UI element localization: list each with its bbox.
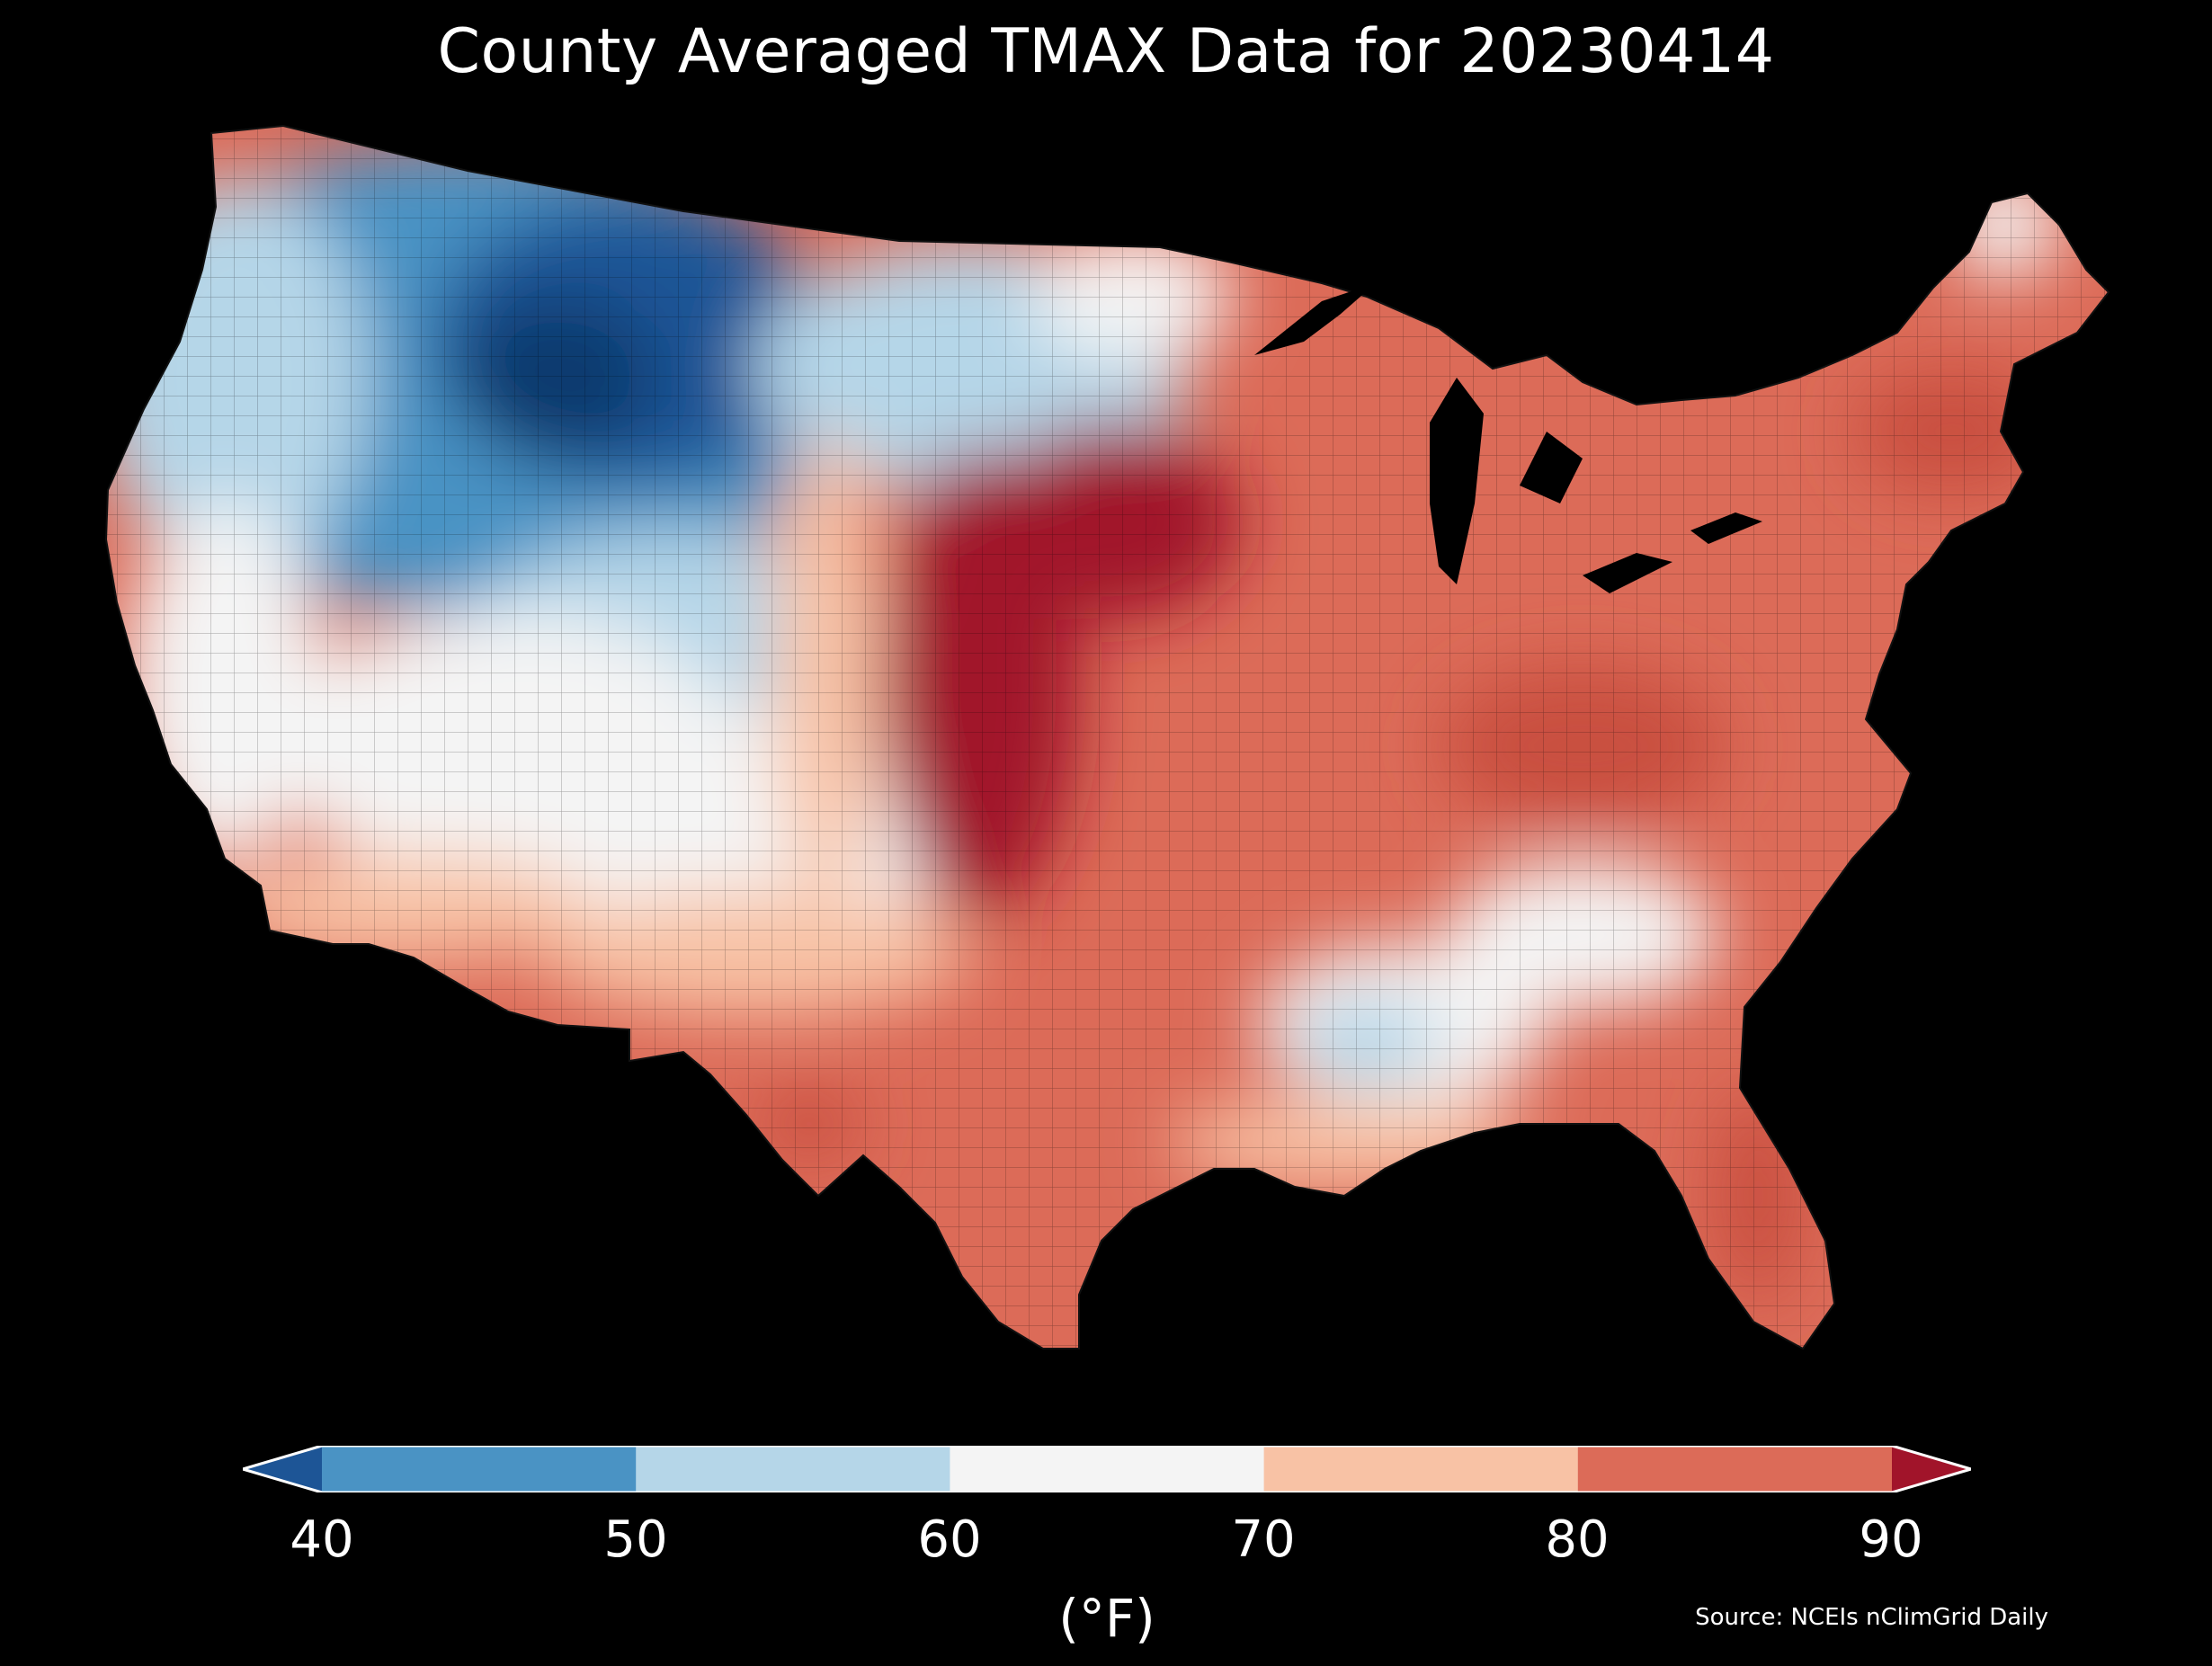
colorbar-tick-label: 60 <box>917 1510 982 1569</box>
temperature-field <box>106 126 2109 1349</box>
colorbar-bin <box>1263 1446 1579 1492</box>
colorbar <box>243 1446 1971 1492</box>
colorbar-tick-label: 80 <box>1545 1510 1610 1569</box>
great-lakes <box>1254 283 1762 593</box>
colorbar-unit-label: (°F) <box>1058 1588 1155 1649</box>
colorbar-bin <box>1577 1446 1893 1492</box>
colorbar-bin <box>636 1446 950 1492</box>
colorbar-bin <box>1892 1446 1971 1492</box>
choropleth-map <box>105 125 2109 1350</box>
colorbar-bin <box>322 1446 637 1492</box>
colorbar-tick-label: 40 <box>290 1510 354 1569</box>
colorbar-tick-label: 90 <box>1859 1510 1923 1569</box>
colorbar-bin <box>950 1446 1265 1492</box>
colorbar-bin <box>243 1446 322 1492</box>
map-title: County Averaged TMAX Data for 20230414 <box>437 16 1775 87</box>
source-credit: Source: NCEIs nClimGrid Daily <box>1695 1604 2048 1631</box>
colorbar-tick-label: 70 <box>1231 1510 1296 1569</box>
colorbar-tick-label: 50 <box>603 1510 668 1569</box>
